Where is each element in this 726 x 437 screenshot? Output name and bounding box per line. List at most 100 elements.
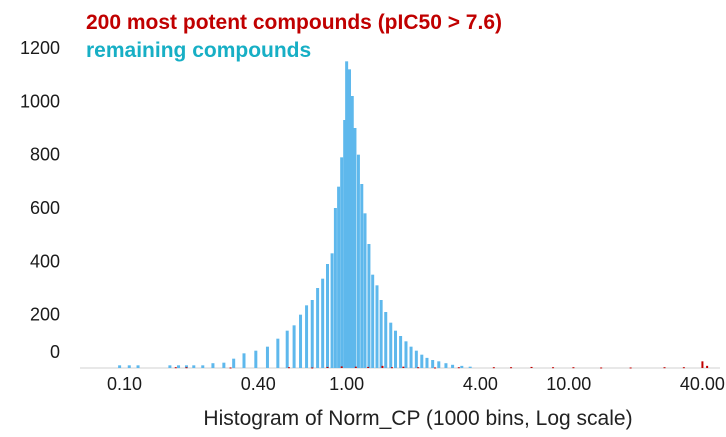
bar-remaining	[375, 285, 379, 368]
bar-potent	[682, 367, 685, 369]
bar-remaining	[276, 338, 280, 368]
bar-remaining	[404, 341, 408, 368]
bar-potent	[600, 367, 603, 369]
x-tick-label: 40.00	[680, 374, 725, 394]
bar-remaining	[201, 365, 205, 368]
bar-potent	[706, 365, 709, 368]
y-tick-label: 600	[30, 198, 60, 218]
x-axis-label: Histogram of Norm_CP (1000 bins, Log sca…	[203, 407, 632, 430]
x-tick-label: 0.10	[107, 374, 142, 394]
bar-remaining	[468, 366, 472, 368]
bar-remaining	[353, 128, 357, 368]
bar-remaining	[184, 365, 188, 368]
bar-remaining	[326, 264, 329, 368]
bar-potent	[510, 367, 513, 369]
bar-remaining	[310, 300, 314, 368]
bar-potent	[492, 367, 495, 369]
x-tick-label: 4.00	[463, 374, 498, 394]
bar-remaining	[177, 365, 181, 368]
bar-remaining	[379, 300, 383, 368]
bar-remaining	[330, 253, 334, 368]
bar-remaining	[265, 346, 269, 368]
bar-remaining	[360, 184, 364, 368]
bar-remaining	[192, 365, 196, 368]
x-tick-label: 10.00	[546, 374, 591, 394]
y-tick-label: 1200	[20, 38, 60, 58]
bar-remaining	[437, 361, 441, 368]
bar-remaining	[409, 346, 413, 368]
y-tick-label: 800	[30, 145, 60, 165]
y-tick-label: 200	[30, 305, 60, 325]
bar-remaining	[414, 350, 418, 368]
bar-remaining	[285, 330, 289, 368]
bar-remaining	[118, 365, 122, 368]
bar-remaining	[384, 312, 388, 368]
y-tick-label: 400	[30, 251, 60, 271]
bar-remaining	[337, 186, 341, 368]
legend-potent-compounds: 200 most potent compounds (pIC50 > 7.6)	[86, 11, 502, 34]
bar-potent	[354, 366, 357, 368]
bar-potent	[701, 361, 704, 368]
y-axis-ticks: 0 200 400 600 800 1000 1200	[20, 38, 60, 362]
series-potent-bars	[174, 361, 709, 369]
bar-remaining	[321, 278, 325, 368]
bar-remaining	[356, 154, 360, 368]
bar-potent	[457, 367, 460, 369]
bar-potent	[367, 366, 370, 368]
bar-remaining	[363, 213, 367, 368]
bar-remaining	[347, 69, 351, 368]
x-tick-label: 1.00	[329, 374, 364, 394]
bar-remaining	[350, 96, 354, 368]
bar-potent	[402, 366, 405, 368]
bar-remaining	[431, 360, 435, 368]
x-axis-ticks: 0.10 0.40 1.00 4.00 10.00 40.00	[107, 374, 725, 394]
bar-remaining	[127, 365, 131, 368]
y-tick-label: 1000	[20, 91, 60, 111]
bar-potent	[663, 367, 666, 369]
bar-remaining	[389, 322, 393, 368]
bar-potent	[326, 366, 329, 368]
bar-remaining	[316, 288, 320, 368]
bar-remaining	[340, 157, 344, 368]
bar-remaining	[333, 208, 337, 368]
series-remaining-bars	[118, 61, 472, 368]
bar-remaining	[242, 353, 246, 368]
bar-remaining	[292, 325, 296, 368]
bar-remaining	[254, 350, 258, 368]
bar-potent	[552, 367, 555, 369]
y-tick-label: 0	[50, 342, 60, 362]
bar-remaining	[232, 358, 236, 368]
bar-remaining	[371, 274, 375, 368]
bar-potent	[287, 367, 290, 369]
bar-remaining	[451, 364, 455, 368]
bar-remaining	[222, 362, 226, 368]
legend-remaining-compounds: remaining compounds	[86, 39, 311, 62]
bar-potent	[629, 367, 632, 369]
bar-remaining	[299, 314, 303, 368]
bar-remaining	[399, 336, 403, 368]
bar-remaining	[305, 305, 309, 368]
bar-potent	[340, 366, 343, 368]
bar-remaining	[460, 365, 464, 368]
bar-potent	[530, 366, 533, 368]
bar-potent	[381, 365, 384, 368]
bar-remaining	[425, 357, 429, 368]
bar-remaining	[136, 365, 140, 368]
bar-potent	[434, 367, 437, 369]
bar-potent	[417, 367, 420, 369]
bar-remaining	[444, 363, 448, 368]
bar-potent	[572, 367, 575, 369]
bar-remaining	[211, 363, 215, 368]
bar-potent	[229, 367, 232, 369]
bar-potent	[185, 367, 188, 369]
x-tick-label: 0.40	[241, 374, 276, 394]
bar-remaining	[367, 244, 371, 368]
bar-potent	[390, 367, 393, 369]
bar-potent	[174, 367, 177, 369]
bar-remaining	[394, 330, 398, 368]
bar-remaining	[343, 120, 347, 368]
bar-potent	[311, 367, 314, 369]
bar-remaining	[168, 365, 172, 368]
bar-remaining	[345, 61, 349, 368]
